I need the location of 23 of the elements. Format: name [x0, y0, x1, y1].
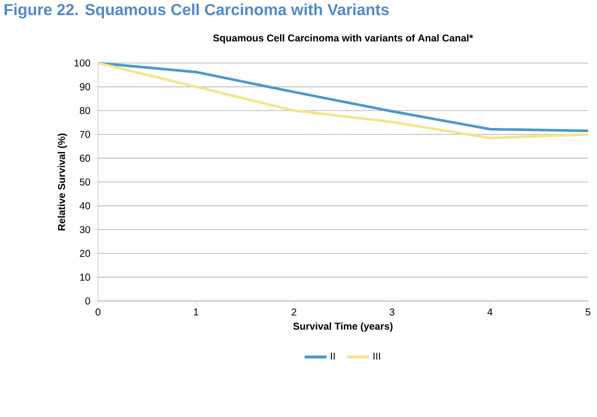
y-tick-label: 60 [80, 154, 90, 162]
y-tick-label: 90 [80, 83, 90, 90]
x-tick-label: 4 [487, 308, 492, 316]
x-tick-label: 0 [96, 308, 100, 316]
legend-label: II [331, 352, 335, 360]
x-axis-title: Survival Time (years) [293, 322, 393, 332]
x-tick-label: 1 [194, 308, 198, 316]
chart-title: Squamous Cell Carcinoma with variants of Anal Canal* [213, 34, 474, 44]
caption: Figure 22. Squamous Cell Carcinoma with Variants [4, 4, 389, 18]
legend-label: III [374, 352, 380, 360]
x-tick-label: 3 [390, 308, 394, 316]
y-tick-label: 80 [80, 107, 90, 114]
y-tick-label: 10 [80, 274, 90, 281]
y-tick-label: 100 [74, 59, 90, 67]
y-tick-label: 50 [80, 178, 90, 186]
y-tick-label: 70 [80, 130, 90, 138]
y-tick-label: 40 [80, 202, 90, 210]
y-axis-title: Relative Survival (%) [58, 134, 68, 230]
y-tick-label: 20 [80, 250, 90, 257]
y-tick-label: 0 [85, 297, 90, 305]
y-tick-label: 30 [80, 226, 90, 234]
x-tick-label: 5 [586, 308, 590, 316]
x-tick-label: 2 [292, 308, 296, 316]
